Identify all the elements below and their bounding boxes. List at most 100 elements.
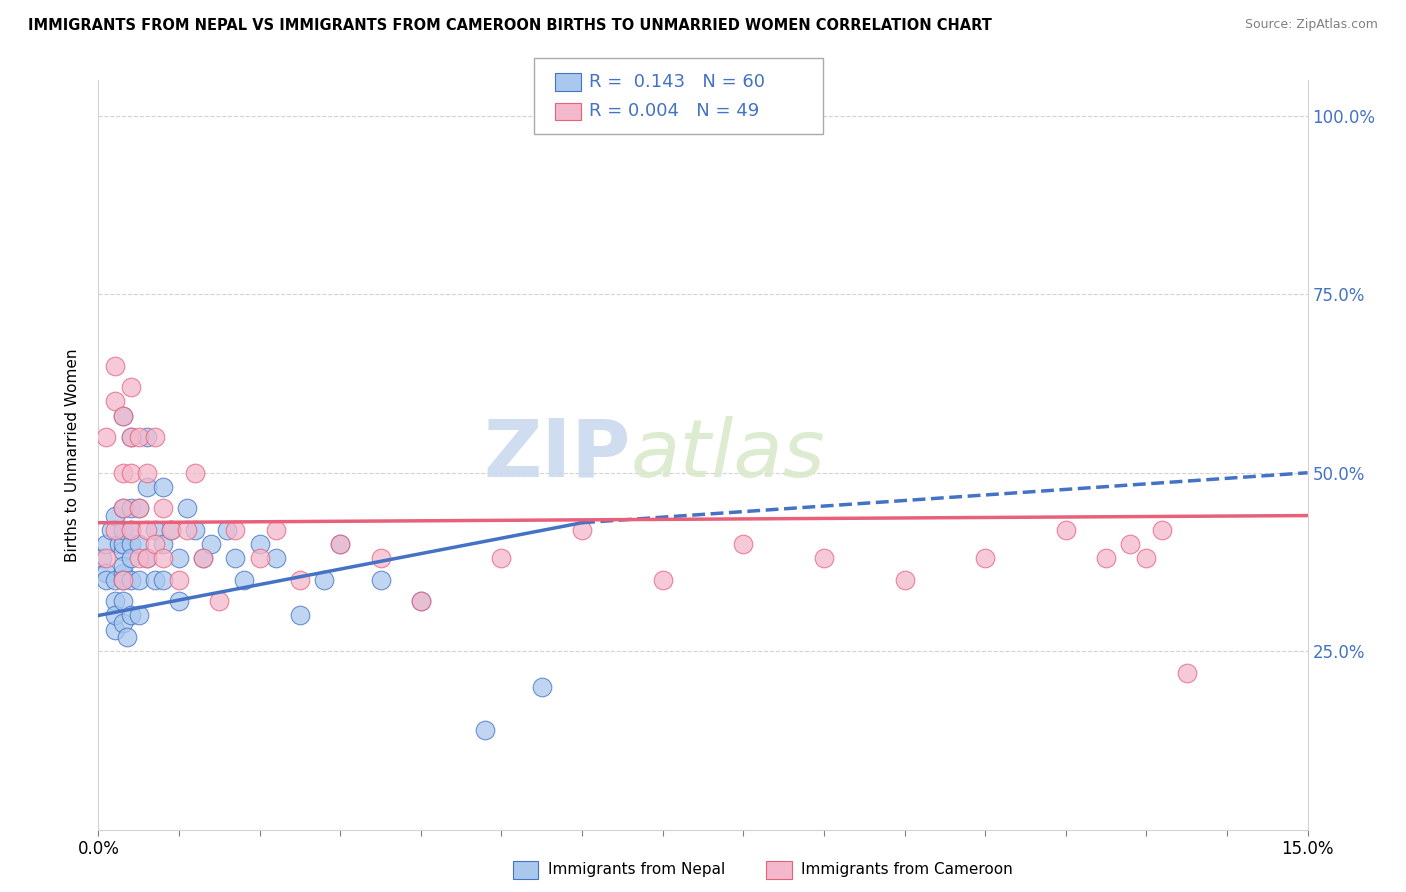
Point — [96, 566, 118, 580]
Text: IMMIGRANTS FROM NEPAL VS IMMIGRANTS FROM CAMEROON BIRTHS TO UNMARRIED WOMEN CORR: IMMIGRANTS FROM NEPAL VS IMMIGRANTS FROM… — [28, 18, 993, 33]
Point — [120, 523, 142, 537]
Point — [135, 551, 157, 566]
Point — [120, 608, 142, 623]
Point — [111, 573, 134, 587]
Text: atlas: atlas — [630, 416, 825, 494]
Point — [733, 537, 755, 551]
Point — [100, 523, 122, 537]
Point — [135, 523, 157, 537]
Point — [184, 466, 207, 480]
Point — [160, 523, 183, 537]
Point — [128, 608, 150, 623]
Point — [249, 537, 271, 551]
Point — [152, 480, 174, 494]
Point — [264, 551, 287, 566]
Point — [103, 623, 125, 637]
Point — [115, 630, 138, 644]
Text: Source: ZipAtlas.com: Source: ZipAtlas.com — [1244, 18, 1378, 31]
Point — [193, 551, 215, 566]
Text: R =  0.143   N = 60: R = 0.143 N = 60 — [589, 73, 765, 91]
Point — [974, 551, 997, 566]
Point — [120, 430, 142, 444]
Point — [409, 594, 432, 608]
Point — [409, 594, 432, 608]
Point — [813, 551, 835, 566]
Point — [152, 501, 174, 516]
Point — [111, 523, 134, 537]
Point — [128, 551, 150, 566]
Point — [111, 501, 134, 516]
Point — [96, 573, 118, 587]
Point — [120, 430, 142, 444]
Point — [491, 551, 513, 566]
Point — [167, 573, 190, 587]
Point — [96, 537, 118, 551]
Point — [143, 523, 166, 537]
Point — [329, 537, 352, 551]
Point — [893, 573, 915, 587]
Point — [111, 544, 134, 558]
Point — [128, 573, 150, 587]
Point — [152, 573, 174, 587]
Point — [143, 430, 166, 444]
Point — [111, 537, 134, 551]
Point — [176, 523, 198, 537]
Point — [530, 680, 553, 694]
Point — [651, 573, 673, 587]
Point — [107, 537, 129, 551]
Point — [128, 537, 150, 551]
Point — [314, 573, 336, 587]
Point — [103, 394, 125, 409]
Point — [103, 594, 125, 608]
Point — [208, 594, 231, 608]
Point — [176, 501, 198, 516]
Point — [96, 551, 118, 566]
Point — [1054, 523, 1077, 537]
Point — [152, 537, 174, 551]
Point — [264, 523, 287, 537]
Point — [103, 359, 125, 373]
Point — [111, 558, 134, 573]
Text: R = 0.004   N = 49: R = 0.004 N = 49 — [589, 103, 759, 120]
Point — [128, 501, 150, 516]
Point — [217, 523, 239, 537]
Point — [135, 430, 157, 444]
Point — [103, 608, 125, 623]
Point — [232, 573, 254, 587]
Point — [224, 551, 246, 566]
Point — [128, 501, 150, 516]
Point — [103, 508, 125, 523]
Point — [111, 466, 134, 480]
Point — [120, 380, 142, 394]
Point — [111, 409, 134, 423]
Point — [135, 551, 157, 566]
Point — [103, 573, 125, 587]
Text: ZIP: ZIP — [484, 416, 630, 494]
Point — [128, 430, 150, 444]
Point — [120, 501, 142, 516]
Point — [224, 523, 246, 537]
Point — [91, 551, 114, 566]
Point — [1119, 537, 1142, 551]
Point — [143, 573, 166, 587]
Point — [96, 430, 118, 444]
Point — [184, 523, 207, 537]
Point — [474, 723, 496, 737]
Point — [111, 566, 134, 580]
Point — [120, 537, 142, 551]
Point — [1135, 551, 1157, 566]
Point — [111, 409, 134, 423]
Point — [152, 551, 174, 566]
Point — [120, 573, 142, 587]
Point — [288, 573, 311, 587]
Point — [143, 537, 166, 551]
Point — [1152, 523, 1174, 537]
Point — [193, 551, 215, 566]
Point — [103, 523, 125, 537]
Point — [111, 594, 134, 608]
Point — [160, 523, 183, 537]
Text: Immigrants from Cameroon: Immigrants from Cameroon — [801, 863, 1014, 877]
Point — [288, 608, 311, 623]
Point — [200, 537, 222, 551]
Point — [1175, 665, 1198, 680]
